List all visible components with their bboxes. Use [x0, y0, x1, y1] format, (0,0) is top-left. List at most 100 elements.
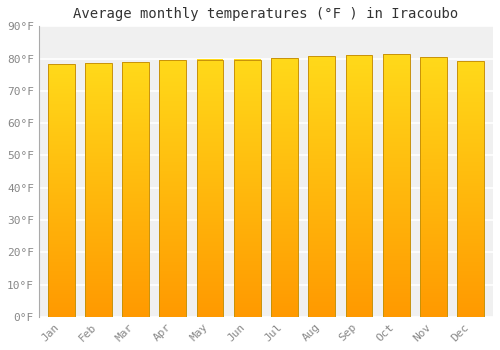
- Bar: [234, 178, 260, 179]
- Bar: [160, 149, 186, 150]
- Bar: [346, 246, 372, 247]
- Bar: [346, 94, 372, 96]
- Bar: [383, 238, 409, 239]
- Bar: [308, 233, 335, 235]
- Bar: [196, 84, 224, 85]
- Bar: [308, 102, 335, 103]
- Bar: [346, 224, 372, 225]
- Bar: [234, 271, 260, 272]
- Bar: [48, 70, 74, 72]
- Bar: [383, 239, 409, 241]
- Bar: [196, 282, 224, 284]
- Bar: [85, 266, 112, 267]
- Bar: [234, 137, 260, 138]
- Bar: [160, 142, 186, 144]
- Bar: [383, 179, 409, 180]
- Bar: [234, 209, 260, 210]
- Bar: [48, 288, 74, 289]
- Bar: [234, 60, 260, 317]
- Bar: [85, 186, 112, 187]
- Bar: [346, 280, 372, 281]
- Bar: [383, 155, 409, 157]
- Bar: [196, 292, 224, 294]
- Bar: [346, 72, 372, 74]
- Bar: [458, 65, 484, 66]
- Bar: [122, 229, 149, 230]
- Bar: [160, 233, 186, 235]
- Bar: [308, 166, 335, 167]
- Bar: [122, 276, 149, 277]
- Bar: [234, 212, 260, 214]
- Bar: [234, 264, 260, 265]
- Bar: [160, 300, 186, 301]
- Bar: [122, 295, 149, 296]
- Bar: [122, 158, 149, 159]
- Bar: [48, 266, 74, 267]
- Bar: [85, 195, 112, 196]
- Bar: [160, 278, 186, 280]
- Bar: [383, 264, 409, 266]
- Bar: [85, 64, 112, 65]
- Bar: [308, 315, 335, 317]
- Bar: [383, 168, 409, 170]
- Bar: [383, 152, 409, 153]
- Bar: [308, 182, 335, 184]
- Bar: [122, 203, 149, 205]
- Bar: [458, 243, 484, 244]
- Bar: [122, 188, 149, 189]
- Bar: [346, 156, 372, 157]
- Bar: [271, 186, 298, 188]
- Bar: [48, 261, 74, 262]
- Bar: [196, 168, 224, 169]
- Bar: [85, 170, 112, 171]
- Bar: [420, 176, 447, 177]
- Bar: [420, 186, 447, 187]
- Bar: [85, 204, 112, 205]
- Bar: [420, 245, 447, 246]
- Bar: [308, 147, 335, 148]
- Bar: [458, 221, 484, 222]
- Bar: [85, 125, 112, 126]
- Bar: [122, 298, 149, 299]
- Bar: [458, 185, 484, 187]
- Bar: [383, 121, 409, 122]
- Bar: [234, 300, 260, 301]
- Bar: [196, 265, 224, 267]
- Bar: [271, 273, 298, 274]
- Bar: [458, 314, 484, 316]
- Bar: [383, 167, 409, 168]
- Bar: [48, 116, 74, 117]
- Bar: [346, 288, 372, 289]
- Bar: [271, 127, 298, 128]
- Bar: [160, 250, 186, 251]
- Bar: [122, 165, 149, 166]
- Bar: [458, 154, 484, 156]
- Bar: [85, 157, 112, 158]
- Bar: [160, 113, 186, 114]
- Bar: [234, 119, 260, 120]
- Bar: [420, 233, 447, 235]
- Bar: [420, 57, 447, 58]
- Bar: [271, 175, 298, 176]
- Bar: [383, 144, 409, 145]
- Bar: [48, 265, 74, 266]
- Bar: [234, 292, 260, 294]
- Bar: [196, 105, 224, 106]
- Bar: [48, 176, 74, 178]
- Bar: [458, 218, 484, 220]
- Bar: [458, 143, 484, 144]
- Bar: [383, 271, 409, 272]
- Bar: [458, 250, 484, 252]
- Bar: [383, 267, 409, 268]
- Bar: [160, 228, 186, 230]
- Bar: [160, 182, 186, 183]
- Bar: [122, 97, 149, 99]
- Bar: [458, 253, 484, 254]
- Bar: [48, 88, 74, 89]
- Bar: [420, 61, 447, 62]
- Bar: [308, 302, 335, 304]
- Bar: [420, 136, 447, 137]
- Bar: [48, 294, 74, 295]
- Bar: [420, 155, 447, 157]
- Bar: [196, 77, 224, 79]
